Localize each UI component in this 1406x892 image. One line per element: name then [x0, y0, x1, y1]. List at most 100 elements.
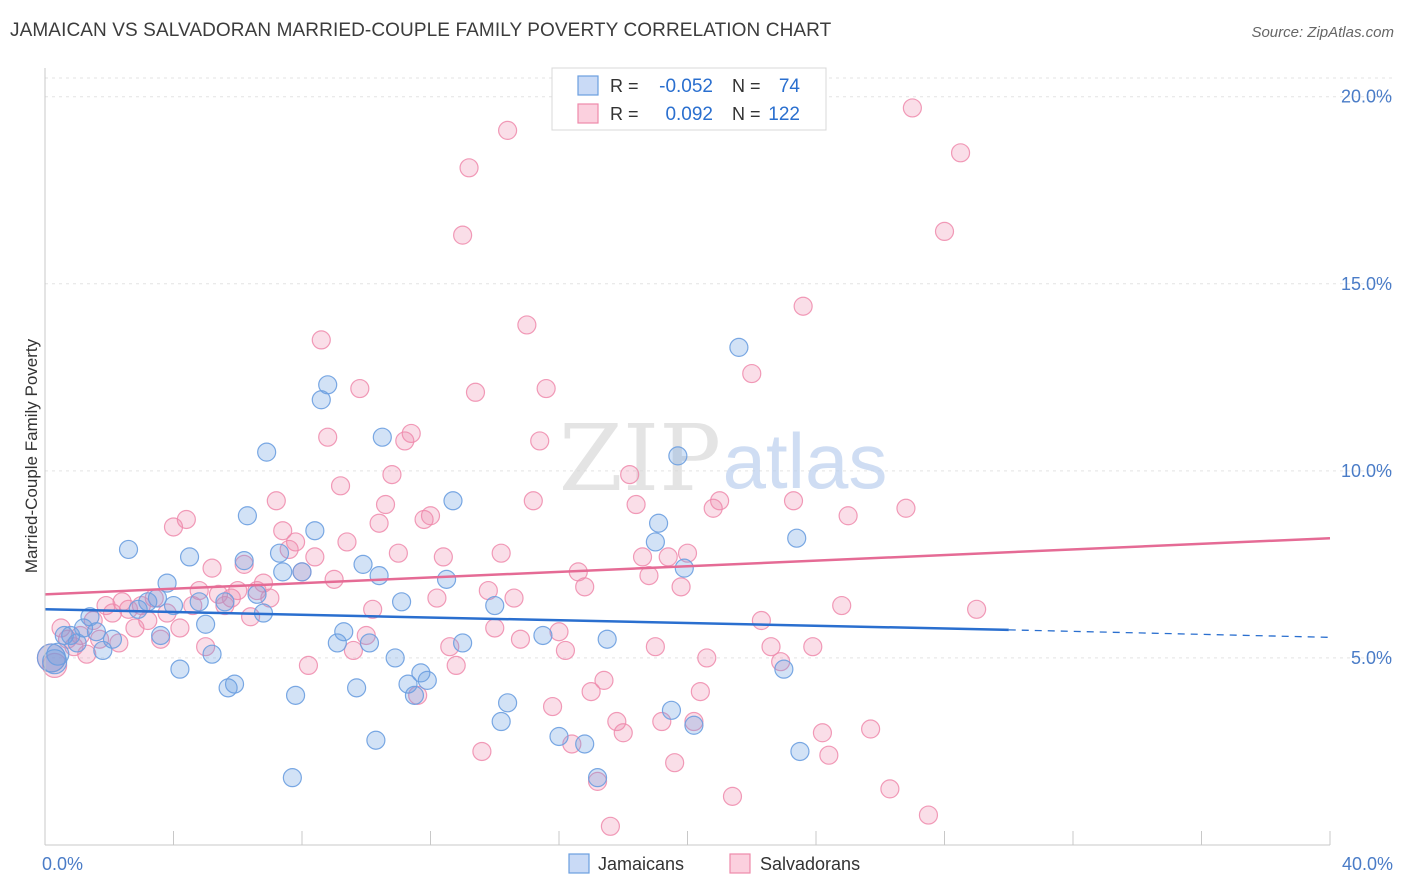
salvadoran-point [388, 543, 408, 563]
jamaican-point [648, 513, 669, 533]
salvadoran-point [645, 637, 665, 657]
jamaican-point [398, 674, 418, 694]
legend-r-value-2: 0.092 [665, 104, 713, 125]
y-axis-label: Married-Couple Family Poverty [22, 338, 41, 573]
salvadoran-point [742, 363, 762, 384]
salvadoran-point [485, 618, 505, 638]
jamaican-point [674, 558, 694, 578]
salvadoran-point [285, 532, 306, 552]
salvadoran-point [793, 296, 813, 316]
salvadoran-point [459, 158, 479, 178]
jamaican-point [661, 700, 682, 720]
salvadoran-point [523, 491, 543, 511]
x-tick-label-max: 40.0% [1342, 854, 1393, 874]
salvadoran-point [273, 521, 293, 541]
salvadoran-point [266, 491, 286, 511]
salvadoran-point [671, 577, 691, 597]
salvadoran-point [677, 543, 698, 563]
jamaican-point [273, 562, 293, 582]
jamaican-point [118, 539, 139, 560]
legend-n-value-2: 122 [768, 104, 800, 125]
jamaican-point [729, 337, 749, 357]
salvadoran-point [761, 637, 781, 657]
salvadoran-point [305, 547, 325, 567]
jamaican-point [318, 375, 338, 395]
salvadoran-point [658, 547, 678, 567]
salvadoran-point [498, 120, 518, 140]
jamaican-point [533, 625, 553, 646]
salvadoran-point [318, 427, 338, 447]
salvadoran-point [510, 629, 531, 649]
y-tick-label: 15.0% [1341, 274, 1392, 294]
salvadoran-point [241, 607, 261, 627]
jamaican-point [215, 592, 235, 612]
salvadoran-point [324, 569, 344, 589]
legend-n-label-2: N = [732, 104, 761, 124]
jamaican-point [549, 726, 569, 747]
legend-r-label-1: R = [610, 76, 639, 96]
jamaican-point [237, 506, 257, 526]
jamaican-point [305, 521, 325, 541]
salvadoran-point [504, 588, 524, 608]
legend-n-value-1: 74 [779, 76, 801, 97]
jamaican-point [411, 663, 431, 683]
jamaican-point [247, 584, 267, 604]
salvadoran-point [812, 723, 833, 743]
salvadoran-point [472, 741, 492, 762]
salvadoran-point [838, 506, 858, 526]
salvadoran-point [189, 580, 209, 601]
watermark: ZIP atlas [559, 405, 887, 512]
salvadoran-point [918, 805, 939, 825]
y-tick-label: 10.0% [1341, 461, 1392, 481]
jamaican-point [491, 711, 511, 732]
jamaican-point [774, 659, 794, 679]
salvadoran-point [690, 681, 710, 702]
salvadoran-point [594, 670, 614, 690]
jamaican-point [234, 551, 254, 571]
salvadoran-point [118, 599, 139, 619]
bottom-legend-salvadorans-label: Salvadorans [760, 854, 860, 874]
salvadoran-point [427, 588, 447, 608]
jamaican-point [347, 678, 367, 698]
salvadorans-points [36, 98, 987, 836]
legend-n-label-1: N = [732, 76, 761, 96]
jamaican-point [684, 715, 704, 735]
salvadoran-point [896, 498, 916, 518]
jamaican-point [353, 554, 373, 574]
jamaican-point [179, 547, 200, 567]
jamaican-point [404, 685, 425, 705]
jamaican-point [787, 528, 807, 548]
salvadoran-point [530, 431, 550, 451]
salvadoran-point [311, 330, 331, 350]
salvadoran-point [542, 696, 563, 717]
salvadoran-point [350, 378, 370, 399]
jamaican-point [334, 622, 354, 642]
salvadoran-point [536, 378, 556, 399]
y-tick-label: 20.0% [1341, 87, 1392, 107]
salvadoran-point [196, 637, 216, 657]
jamaican-point [575, 734, 595, 754]
legend-salvadorans-swatch [577, 103, 599, 124]
jamaicans-trend-extension [1008, 629, 1331, 638]
jamaican-point [170, 659, 190, 679]
jamaican-point [46, 642, 70, 666]
salvadoran-point [697, 648, 717, 668]
legend-jamaicans-swatch [577, 75, 599, 96]
salvadoran-point [950, 143, 971, 163]
x-tick-label-min: 0.0% [42, 854, 83, 874]
jamaican-point [292, 562, 312, 582]
jamaican-point [668, 446, 688, 466]
bottom-legend-jamaicans-swatch [568, 853, 590, 874]
salvadoran-point [613, 723, 633, 743]
salvadoran-point [819, 745, 839, 765]
bottom-legend: Jamaicans Salvadorans [568, 853, 860, 874]
jamaican-point [128, 599, 148, 619]
salvadoran-point [703, 498, 723, 518]
salvadoran-point [600, 816, 621, 836]
jamaican-point [597, 629, 617, 649]
jamaican-point [436, 569, 457, 589]
salvadoran-point [401, 423, 421, 444]
salvadoran-point [967, 599, 987, 619]
salvadoran-point [446, 655, 466, 676]
